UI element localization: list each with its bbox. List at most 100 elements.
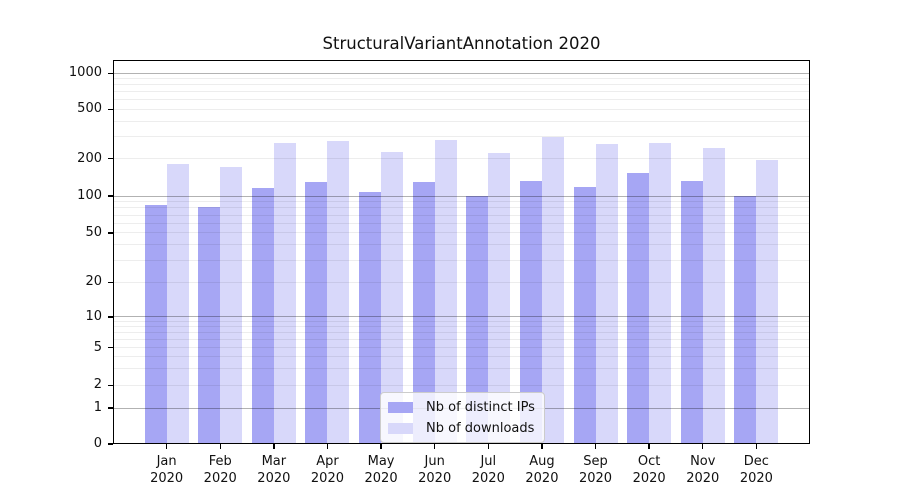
bar-downloads-jan (166, 163, 189, 444)
bar-distinct-ips-nov (680, 181, 703, 444)
y-tick-mark (107, 108, 113, 111)
x-tick-mark (487, 444, 489, 449)
bar-downloads-may (381, 152, 404, 444)
plot-area (113, 60, 810, 444)
x-tick-label-jun: Jun 2020 (395, 454, 475, 487)
bar-distinct-ips-jun (412, 182, 435, 444)
legend-entry-downloads: Nb of downloads (388, 419, 535, 437)
x-tick-label-apr: Apr 2020 (287, 454, 367, 487)
bar-distinct-ips-mar (251, 188, 274, 444)
y-tick-mark (107, 407, 113, 409)
bar-downloads-oct (649, 143, 672, 444)
bar-downloads-jul (488, 152, 511, 444)
x-tick-label-jul: Jul 2020 (448, 454, 528, 487)
y-tick-mark (107, 316, 113, 318)
bar-distinct-ips-apr (305, 181, 328, 444)
x-tick-month: May (367, 454, 395, 469)
x-tick-label-dec: Dec 2020 (716, 454, 796, 487)
y-tick-label: 0 (93, 436, 102, 451)
legend: Nb of distinct IPs Nb of downloads (380, 392, 545, 443)
y-tick-label: 1000 (68, 65, 102, 81)
y-tick-label: 500 (77, 101, 102, 117)
y-tick-label: 100 (77, 188, 102, 204)
bar-downloads-mar (273, 143, 296, 444)
bar-downloads-feb (220, 166, 243, 444)
y-tick-mark (107, 72, 113, 74)
y-tick-label: 1 (93, 400, 102, 416)
x-tick-mark (219, 444, 221, 449)
x-tick-month: Feb (208, 454, 232, 469)
x-tick-year: 2020 (578, 470, 613, 486)
legend-label-distinct-ips: Nb of distinct IPs (426, 399, 535, 415)
y-tick-mark (107, 443, 113, 445)
x-tick-month: Sep (583, 454, 608, 469)
x-tick-month: Mar (261, 454, 287, 469)
x-tick-label-aug: Aug 2020 (502, 454, 582, 487)
x-tick-label-mar: Mar 2020 (234, 454, 314, 487)
bar-downloads-dec (756, 160, 779, 444)
x-tick-mark (165, 444, 168, 449)
y-tick-mark (107, 346, 113, 349)
legend-entry-distinct-ips: Nb of distinct IPs (388, 398, 535, 416)
x-tick-year: 2020 (310, 470, 344, 486)
x-tick-year: 2020 (418, 470, 452, 486)
bar-distinct-ips-dec (734, 195, 757, 444)
y-tick-label: 2 (93, 377, 102, 393)
x-tick-year: 2020 (257, 470, 291, 486)
y-tick-label: 200 (77, 150, 102, 166)
x-tick-label-may: May 2020 (341, 454, 421, 487)
x-tick-mark (273, 444, 275, 449)
x-tick-year: 2020 (686, 470, 720, 486)
bars-layer (113, 60, 810, 444)
x-tick-mark (326, 444, 329, 449)
bar-distinct-ips-may (359, 191, 382, 444)
x-tick-mark (380, 444, 382, 449)
x-tick-year: 2020 (471, 470, 505, 486)
x-tick-mark (433, 444, 436, 449)
x-tick-mark (755, 444, 758, 449)
x-tick-mark (541, 444, 543, 449)
x-tick-year: 2020 (632, 470, 666, 486)
y-tick-mark (107, 158, 113, 160)
y-tick-mark (107, 232, 113, 234)
bar-downloads-apr (327, 141, 350, 444)
x-tick-label-oct: Oct 2020 (609, 454, 689, 487)
x-tick-year: 2020 (364, 470, 398, 486)
x-tick-month: Jan (156, 454, 177, 469)
x-tick-year: 2020 (739, 470, 773, 486)
x-tick-month: Oct (637, 454, 661, 469)
bar-distinct-ips-sep (573, 186, 596, 444)
x-tick-label-jan: Jan 2020 (127, 454, 207, 487)
legend-label-downloads: Nb of downloads (426, 420, 535, 436)
x-tick-month: Jun (424, 454, 445, 469)
x-tick-month: Apr (316, 454, 339, 469)
bar-distinct-ips-oct (627, 173, 650, 444)
x-tick-month: Nov (690, 454, 716, 469)
y-tick-label: 50 (85, 224, 102, 240)
legend-swatch-downloads (388, 422, 413, 434)
bar-downloads-aug (541, 137, 564, 444)
bar-downloads-jun (434, 140, 457, 444)
x-tick-mark (648, 444, 650, 449)
bar-distinct-ips-jan (144, 205, 167, 444)
y-tick-label: 10 (85, 309, 102, 325)
x-tick-month: Dec (743, 454, 769, 469)
x-tick-month: Jul (480, 454, 497, 469)
x-tick-mark (702, 444, 704, 449)
bar-distinct-ips-aug (519, 181, 542, 444)
x-tick-year: 2020 (150, 470, 184, 486)
chart-title: StructuralVariantAnnotation 2020 (322, 34, 601, 53)
x-tick-month: Aug (529, 454, 555, 469)
x-tick-label-feb: Feb 2020 (180, 454, 260, 487)
y-tick-mark (107, 281, 113, 283)
bar-downloads-sep (595, 143, 618, 444)
y-tick-label: 5 (93, 339, 102, 355)
bar-distinct-ips-feb (198, 207, 221, 444)
y-tick-mark (107, 195, 113, 197)
x-tick-label-nov: Nov 2020 (663, 454, 743, 487)
legend-swatch-distinct-ips (388, 401, 413, 413)
x-tick-year: 2020 (203, 470, 237, 486)
bar-downloads-nov (702, 148, 725, 444)
y-tick-mark (107, 384, 113, 387)
